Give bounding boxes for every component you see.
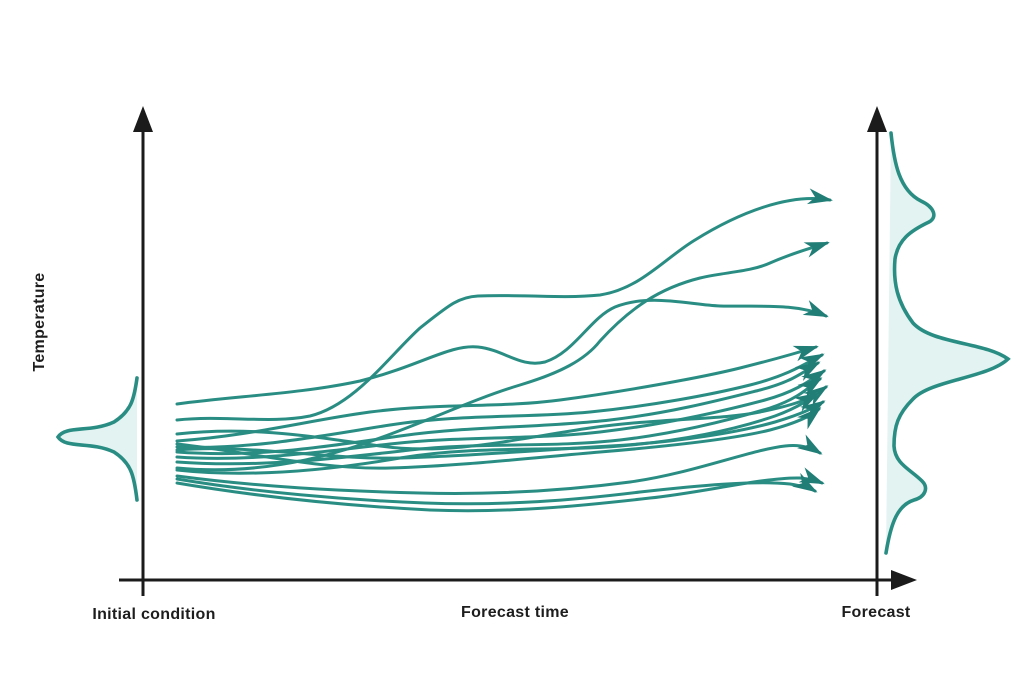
- ensemble-trajectory-3: [175, 298, 829, 406]
- forecast-time-label: Forecast time: [461, 604, 569, 621]
- initial-condition-distribution: [55, 376, 139, 502]
- ensemble-trajectory-2: [175, 241, 830, 472]
- ensemble-trajectory-6: [175, 361, 821, 456]
- ensemble-trajectory-4: [175, 345, 819, 443]
- ensemble-trajectory-10: [175, 392, 820, 451]
- forecast-label: Forecast: [841, 604, 911, 621]
- forecast-distribution-curve: [884, 131, 1011, 555]
- initial-condition-label: Initial condition: [92, 606, 216, 623]
- ensemble-trajectory-5: [175, 353, 825, 449]
- left-y-axis-arrow-icon: [133, 106, 153, 132]
- forecast-distribution-fill: [886, 133, 1008, 553]
- initial-distribution-fill: [58, 378, 137, 500]
- ensemble-trajectory-12: [175, 407, 822, 470]
- y-axis-label: Temperature: [31, 272, 48, 372]
- forecast-distribution: [884, 131, 1011, 555]
- ensemble-trajectory-8: [175, 377, 823, 466]
- initial-distribution-curve: [55, 376, 139, 502]
- ensemble-trajectories: [175, 188, 833, 513]
- right-y-axis-arrow-icon: [867, 106, 887, 132]
- x-axis-arrow-icon: [891, 570, 917, 590]
- axes: [119, 106, 917, 596]
- ensemble-trajectory-13: [175, 434, 823, 495]
- ensemble-trajectory-11: [175, 400, 826, 460]
- ensemble-trajectory-15: [175, 472, 818, 506]
- ensemble-trajectory-1: [175, 188, 833, 422]
